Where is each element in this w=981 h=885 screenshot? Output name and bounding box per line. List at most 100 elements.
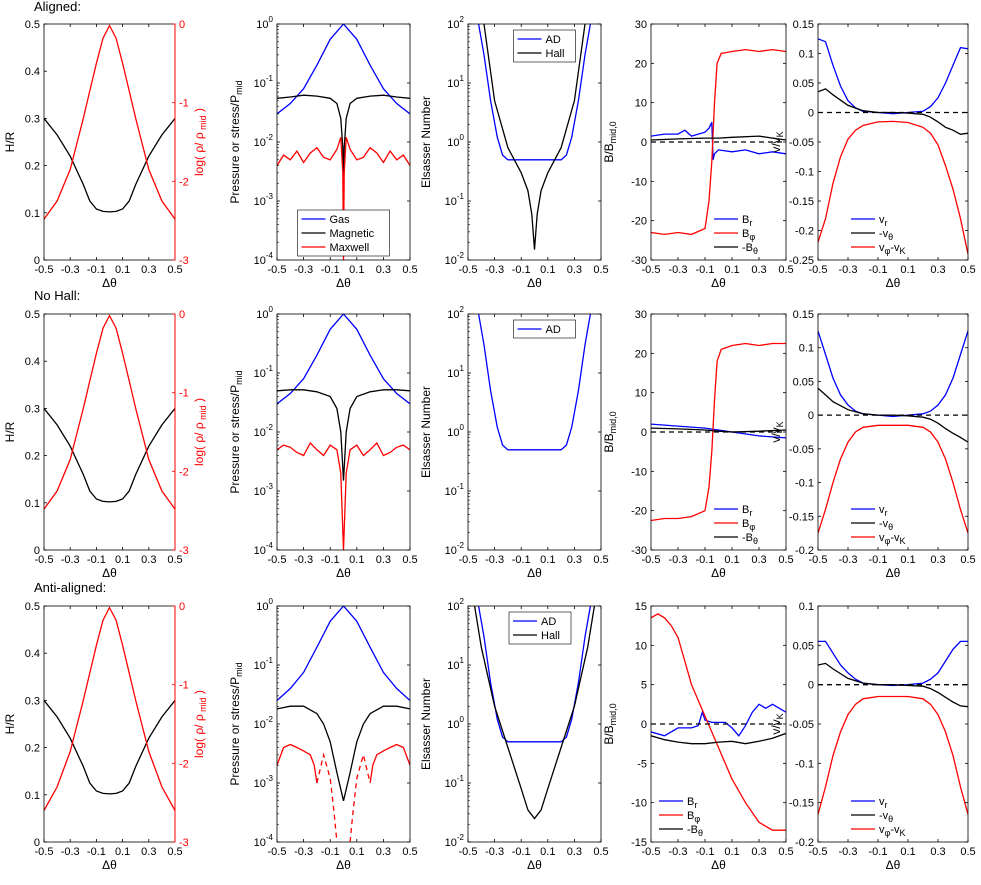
y-tick-label: 20 — [635, 348, 647, 360]
x-tick-label: 0.3 — [141, 846, 156, 858]
x-tick-label: 0.5 — [593, 264, 608, 276]
y-tick-label: 0.05 — [793, 640, 814, 652]
y-tick-label: 0.1 — [799, 49, 814, 61]
y-tick-label: -30 — [631, 255, 647, 267]
y-tick-label: 0.4 — [25, 66, 40, 78]
y-tick-label: 30 — [635, 19, 647, 31]
y-tick-label: 0 — [641, 719, 647, 731]
series-group — [651, 342, 786, 522]
y-tick-label: 0 — [808, 108, 814, 120]
x-axis-label: Δθ — [102, 276, 117, 290]
x-tick-label: -0.5 — [642, 554, 661, 566]
legend: AD — [513, 319, 576, 339]
panel-antialigned-elsasser: -0.5 -0.3 -0.1 0.1 0.3 0.5 Δθ 10-2 10-1 100 101 102… — [419, 597, 609, 872]
y-tick-label: 10-3 — [254, 482, 274, 498]
y-axis-label: H/R — [3, 713, 17, 734]
legend-label: Br — [742, 504, 752, 518]
y-axis-label: Pressure or stress/Pmid — [228, 662, 244, 785]
y-tick-label: 10-1 — [445, 482, 465, 498]
series-group — [477, 314, 592, 451]
x-tick-label: 0.5 — [167, 264, 182, 276]
y-tick-label: -0.2 — [795, 837, 814, 849]
y-tick-label: -0.2 — [795, 226, 814, 238]
series-line-magnetic — [277, 705, 410, 801]
series-line-b-r — [651, 423, 786, 439]
series-line-ad — [477, 314, 592, 451]
y-tick-label: 0.5 — [25, 19, 40, 31]
x-axis-label: Δθ — [527, 858, 542, 872]
legend-label: -Bθ — [742, 532, 758, 546]
y-tick-label: 10-2 — [445, 833, 465, 849]
x-tick-label: -0.3 — [485, 846, 504, 858]
legend-label: -Bθ — [742, 242, 758, 256]
y-tick-label: -0.2 — [795, 545, 814, 557]
x-tick-label: -0.3 — [669, 846, 688, 858]
legend-label: Bφ — [687, 810, 700, 824]
x-tick-label: 0.5 — [167, 846, 182, 858]
y-tick-label: 0.2 — [25, 451, 40, 463]
y-tick-label: 101 — [447, 656, 464, 672]
y-tick-label: -10 — [631, 798, 647, 810]
series-line-h-r — [44, 407, 175, 503]
legend-label: AD — [541, 616, 556, 628]
x-tick-label: 0.1 — [349, 554, 364, 566]
series-line--b- — [651, 732, 786, 745]
x-axis-label: Δθ — [527, 566, 542, 580]
y-tick-label: 0.4 — [25, 648, 40, 660]
series-group — [818, 640, 968, 815]
series-line-magnetic — [277, 389, 410, 481]
y-tick-label: 102 — [447, 597, 464, 613]
panel-nohall-pressure-stress: -0.5 -0.3 -0.1 0.1 0.3 0.5 Δθ 10-4 10-3 10-2 10-1 1… — [228, 305, 418, 580]
x-axis-label: Δθ — [336, 276, 351, 290]
x-tick-label: 0.1 — [724, 264, 739, 276]
y-tick-label: 0.5 — [25, 309, 40, 321]
series-line-ad — [477, 24, 592, 161]
x-tick-label: -0.5 — [268, 846, 287, 858]
y-axis-label: v/vK — [769, 713, 785, 734]
x-tick-label: 0.1 — [724, 846, 739, 858]
x-tick-label: 0.5 — [402, 264, 417, 276]
x-tick-label: -0.5 — [809, 554, 828, 566]
y-axis-label: Pressure or stress/Pmid — [228, 370, 244, 493]
y-tick-label: -10 — [631, 176, 647, 188]
legend-label: vφ-vK — [879, 824, 906, 838]
y-tick-label: 0.1 — [25, 208, 40, 220]
legend: Gas Magnetic Maxwell — [297, 209, 390, 257]
legend: AD Hall — [513, 29, 576, 63]
y-tick-label: 0.15 — [793, 309, 814, 321]
y-tick-label: 100 — [256, 305, 273, 321]
series-group — [277, 314, 410, 550]
y-tick-label: 0.3 — [25, 403, 40, 415]
legend: AD Hall — [508, 611, 572, 645]
x-tick-label: 0.3 — [567, 264, 582, 276]
legend-label: Hall — [546, 48, 565, 60]
x-tick-label: -0.5 — [809, 264, 828, 276]
legend-label: Maxwell — [330, 242, 370, 254]
x-tick-label: -0.1 — [321, 264, 340, 276]
legend-label: Br — [687, 796, 697, 810]
x-tick-label: -0.1 — [869, 264, 888, 276]
x-tick-label: -0.1 — [512, 554, 531, 566]
legend-label: -vθ — [879, 228, 893, 242]
series-line-v-v-k — [818, 695, 968, 815]
series-group — [277, 24, 410, 260]
y-axis-label: Elsasser Number — [419, 678, 433, 770]
y-tick-label: 0 — [808, 410, 814, 422]
y-tick-label: 10 — [635, 388, 647, 400]
y-tick-label: 0.3 — [25, 113, 40, 125]
x-axis-label: Δθ — [336, 858, 351, 872]
axes-box — [43, 605, 176, 843]
series-group — [277, 606, 410, 842]
x-tick-label: 0.3 — [930, 264, 945, 276]
y-tick-label: 10 — [635, 98, 647, 110]
legend-label: Gas — [330, 214, 351, 226]
x-axis-label: Δθ — [711, 858, 726, 872]
x-tick-label: 0.5 — [593, 554, 608, 566]
y-tick-label: 0 — [34, 545, 40, 557]
y-tick-label: -20 — [631, 506, 647, 518]
series-group — [818, 38, 968, 255]
panel-aligned-elsasser: -0.5 -0.3 -0.1 0.1 0.3 0.5 Δθ 10-2 10-1 100 101 102… — [419, 15, 609, 290]
x-tick-label: -0.3 — [839, 264, 858, 276]
